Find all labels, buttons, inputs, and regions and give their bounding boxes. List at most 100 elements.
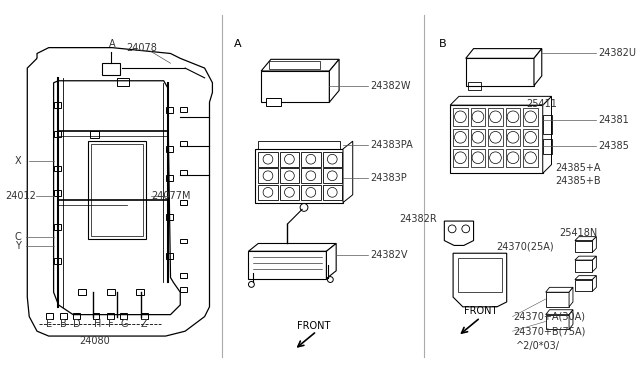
Polygon shape <box>534 49 542 86</box>
Circle shape <box>525 131 536 143</box>
Bar <box>180 287 187 292</box>
Text: FRONT: FRONT <box>297 321 331 331</box>
Bar <box>166 175 173 181</box>
Polygon shape <box>330 59 339 102</box>
Polygon shape <box>546 315 569 329</box>
Bar <box>166 107 173 113</box>
Polygon shape <box>248 244 336 251</box>
Text: A: A <box>234 39 241 49</box>
Text: 24382U: 24382U <box>598 48 636 58</box>
Text: 24385: 24385 <box>598 141 629 151</box>
Circle shape <box>328 154 337 164</box>
Polygon shape <box>593 237 596 252</box>
Bar <box>166 214 173 220</box>
Polygon shape <box>546 292 569 307</box>
Bar <box>54 131 61 137</box>
Bar <box>453 149 468 167</box>
Circle shape <box>507 131 519 143</box>
Polygon shape <box>343 141 353 203</box>
Polygon shape <box>248 251 326 279</box>
Text: D: D <box>73 320 81 329</box>
Circle shape <box>462 225 470 233</box>
Text: 24080: 24080 <box>79 336 110 346</box>
Text: 24382V: 24382V <box>371 250 408 260</box>
Text: Z: Z <box>141 320 148 329</box>
Text: G: G <box>121 320 129 329</box>
Bar <box>301 185 321 200</box>
Bar <box>280 152 299 167</box>
Bar <box>258 185 278 200</box>
Circle shape <box>507 111 519 123</box>
Circle shape <box>328 277 333 282</box>
Bar <box>258 169 278 183</box>
Bar <box>91 144 143 236</box>
Circle shape <box>507 152 519 164</box>
Text: 24382R: 24382R <box>399 214 436 224</box>
Circle shape <box>448 225 456 233</box>
Polygon shape <box>593 256 596 272</box>
Bar <box>54 258 61 264</box>
Bar <box>488 128 503 146</box>
Circle shape <box>472 131 484 143</box>
Text: 24383PA: 24383PA <box>371 140 413 150</box>
Bar <box>120 313 127 318</box>
Bar <box>166 253 173 259</box>
Circle shape <box>285 154 294 164</box>
Circle shape <box>306 171 316 181</box>
Bar <box>180 141 187 146</box>
Text: FRONT: FRONT <box>464 306 497 316</box>
Text: B: B <box>60 320 67 329</box>
Bar <box>488 149 503 167</box>
Bar <box>470 128 485 146</box>
Bar <box>54 224 61 230</box>
Text: 24012: 24012 <box>5 191 36 201</box>
Bar <box>54 102 61 108</box>
Bar <box>453 108 468 126</box>
Bar <box>255 149 343 203</box>
Bar <box>301 152 321 167</box>
Bar <box>180 170 187 175</box>
Circle shape <box>328 187 337 197</box>
Polygon shape <box>575 276 596 279</box>
Bar <box>323 169 342 183</box>
Text: 24370(25A): 24370(25A) <box>496 241 554 251</box>
Bar <box>280 169 299 183</box>
Circle shape <box>300 203 308 211</box>
Bar <box>136 289 144 295</box>
Polygon shape <box>569 287 573 307</box>
Circle shape <box>263 187 273 197</box>
Polygon shape <box>266 98 280 106</box>
Bar <box>470 108 485 126</box>
Polygon shape <box>261 59 339 71</box>
Bar <box>458 258 502 292</box>
Bar <box>280 185 299 200</box>
Text: 24077M: 24077M <box>151 191 191 201</box>
Polygon shape <box>450 96 552 105</box>
Bar <box>269 61 319 69</box>
Bar <box>506 128 520 146</box>
Bar <box>258 152 278 167</box>
Circle shape <box>490 131 501 143</box>
Text: ^2/0*03/: ^2/0*03/ <box>516 341 561 351</box>
Circle shape <box>454 152 467 164</box>
Circle shape <box>248 282 254 287</box>
Circle shape <box>306 187 316 197</box>
Bar <box>54 166 61 171</box>
Bar <box>450 105 543 173</box>
Bar <box>468 82 481 90</box>
Circle shape <box>263 171 273 181</box>
Polygon shape <box>466 58 534 86</box>
Bar <box>524 149 538 167</box>
Bar <box>180 200 187 205</box>
Text: 24382W: 24382W <box>371 81 411 91</box>
Text: 24385+B: 24385+B <box>556 176 601 186</box>
Bar <box>470 149 485 167</box>
Bar <box>60 313 67 318</box>
Text: 25411: 25411 <box>526 99 557 109</box>
Polygon shape <box>444 221 474 246</box>
Text: 24383P: 24383P <box>371 173 407 183</box>
Polygon shape <box>575 256 596 260</box>
Circle shape <box>306 154 316 164</box>
Polygon shape <box>575 279 593 291</box>
Bar <box>543 139 552 154</box>
